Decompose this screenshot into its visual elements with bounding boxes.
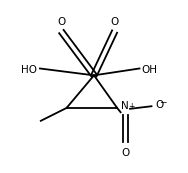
Text: HO: HO — [21, 65, 37, 75]
Text: O: O — [122, 148, 130, 158]
Text: OH: OH — [141, 65, 157, 75]
Text: O: O — [156, 100, 164, 110]
Text: O: O — [111, 17, 119, 27]
Text: N: N — [121, 101, 129, 111]
Text: O: O — [57, 17, 66, 27]
Text: −: − — [159, 97, 166, 106]
Text: +: + — [129, 102, 135, 111]
